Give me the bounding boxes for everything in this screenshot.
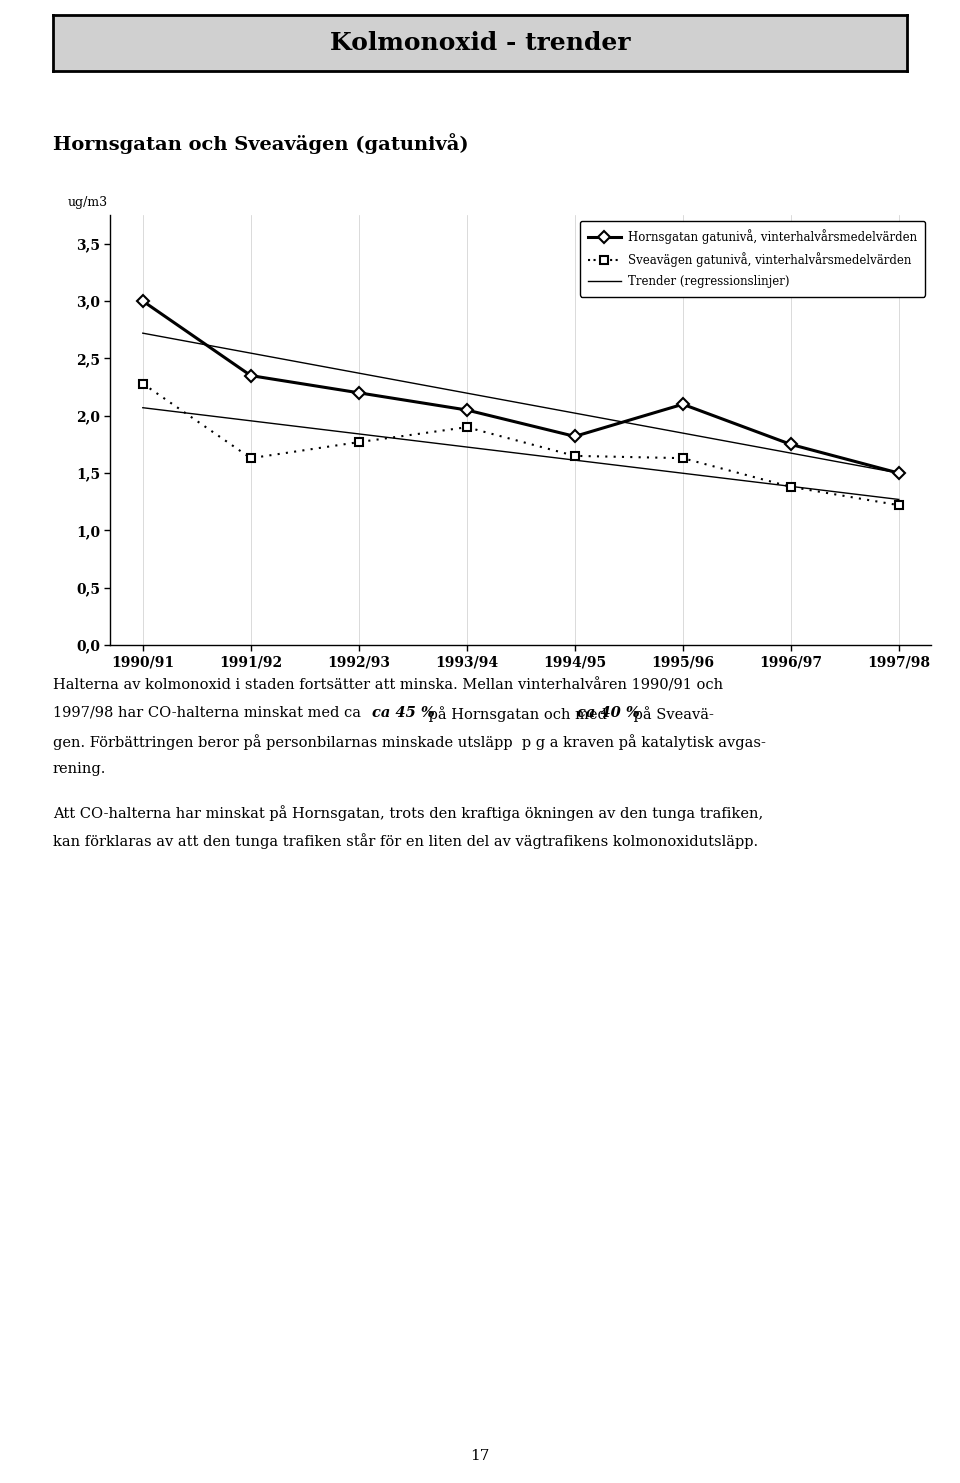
Text: Halterna av kolmonoxid i staden fortsätter att minska. Mellan vinterhalvåren 199: Halterna av kolmonoxid i staden fortsätt… bbox=[53, 678, 723, 693]
Text: gen. Förbättringen beror på personbilarnas minskade utsläpp  p g a kraven på kat: gen. Förbättringen beror på personbilarn… bbox=[53, 734, 766, 750]
Text: Kolmonoxid - trender: Kolmonoxid - trender bbox=[329, 31, 631, 55]
Text: ca 45 %: ca 45 % bbox=[372, 706, 435, 719]
Text: Hornsgatan och Sveavägen (gatunivå): Hornsgatan och Sveavägen (gatunivå) bbox=[53, 133, 468, 154]
Text: på Sveavä-: på Sveavä- bbox=[629, 706, 713, 722]
Text: kan förklaras av att den tunga trafiken står för en liten del av vägtrafikens ko: kan förklaras av att den tunga trafiken … bbox=[53, 833, 758, 850]
Text: Att CO-halterna har minskat på Hornsgatan, trots den kraftiga ökningen av den tu: Att CO-halterna har minskat på Hornsgata… bbox=[53, 805, 763, 822]
Text: 1997/98 har CO-halterna minskat med ca: 1997/98 har CO-halterna minskat med ca bbox=[53, 706, 366, 719]
Text: ug/m3: ug/m3 bbox=[67, 196, 108, 209]
Text: ca 40 %: ca 40 % bbox=[577, 706, 639, 719]
Legend: Hornsgatan gatunivå, vinterhalvårsmedelvärden, Sveavägen gatunivå, vinterhalvårs: Hornsgatan gatunivå, vinterhalvårsmedelv… bbox=[580, 221, 925, 297]
Text: rening.: rening. bbox=[53, 762, 107, 776]
Text: på Hornsgatan och med: på Hornsgatan och med bbox=[424, 706, 612, 722]
Text: 17: 17 bbox=[470, 1449, 490, 1464]
